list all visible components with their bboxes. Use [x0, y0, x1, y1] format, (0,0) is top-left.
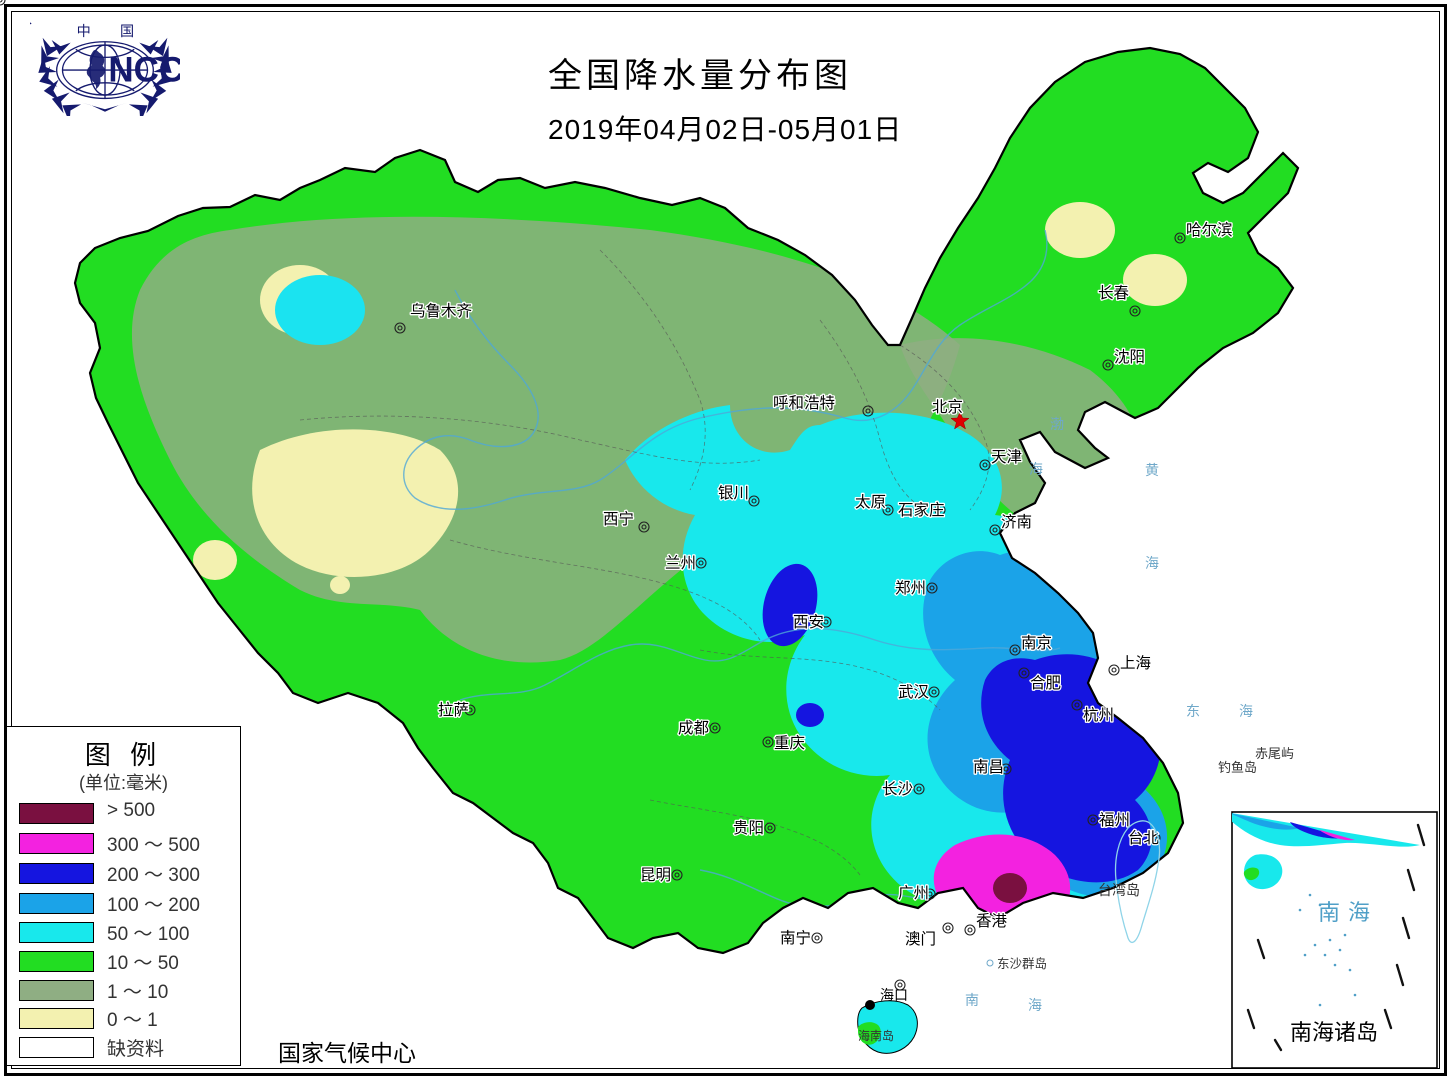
svg-text:郑州: 郑州: [895, 579, 926, 597]
svg-text:海南岛: 海南岛: [858, 1028, 894, 1043]
svg-text:天津: 天津: [991, 448, 1022, 466]
svg-text:赤尾屿: 赤尾屿: [1255, 746, 1294, 761]
svg-text:海口: 海口: [880, 987, 908, 1003]
svg-text:钓鱼岛: 钓鱼岛: [1218, 760, 1257, 775]
svg-text:合肥: 合肥: [1030, 674, 1061, 692]
svg-text:南海诸岛: 南海诸岛: [1290, 1020, 1378, 1045]
svg-text:西宁: 西宁: [603, 510, 634, 528]
svg-text:海: 海: [1029, 461, 1043, 477]
svg-text:台北: 台北: [1128, 829, 1160, 847]
svg-text:杭州: 杭州: [1083, 706, 1114, 724]
svg-text:石家庄: 石家庄: [898, 501, 945, 519]
svg-text:重庆: 重庆: [774, 734, 805, 752]
svg-text:呼和浩特: 呼和浩特: [773, 394, 835, 412]
svg-text:武汉: 武汉: [898, 683, 930, 701]
svg-text:昆明: 昆明: [640, 867, 671, 884]
svg-text:台湾岛: 台湾岛: [1098, 882, 1140, 898]
svg-text:香港: 香港: [976, 912, 1008, 930]
svg-text:兰州: 兰州: [665, 554, 696, 572]
svg-text:济南: 济南: [1001, 513, 1032, 531]
svg-text:西安: 西安: [793, 613, 824, 631]
svg-text:上海: 上海: [1120, 654, 1151, 672]
svg-text:北京: 北京: [932, 398, 963, 416]
svg-text:黄: 黄: [1145, 462, 1159, 478]
svg-text:广州: 广州: [898, 884, 929, 902]
svg-text:哈尔滨: 哈尔滨: [1186, 221, 1233, 239]
svg-text:渤: 渤: [1050, 416, 1064, 432]
svg-text:澳门: 澳门: [905, 930, 936, 948]
svg-text:乌鲁木齐: 乌鲁木齐: [410, 302, 472, 320]
svg-text:长春: 长春: [1098, 284, 1129, 302]
svg-text:南京: 南京: [1021, 634, 1052, 652]
svg-text:海: 海: [1239, 703, 1253, 719]
svg-text:东沙群岛: 东沙群岛: [997, 956, 1047, 971]
svg-text:南: 南: [965, 992, 979, 1008]
svg-text:银川: 银川: [718, 484, 749, 502]
svg-text:东: 东: [1186, 703, 1200, 719]
svg-text:南昌: 南昌: [973, 758, 1004, 776]
svg-text:长沙: 长沙: [882, 780, 913, 798]
svg-text:贵阳: 贵阳: [733, 819, 764, 837]
svg-text:海: 海: [1028, 997, 1042, 1013]
svg-text:太原: 太原: [855, 493, 886, 511]
svg-text:南海: 南海: [1318, 900, 1378, 925]
svg-text:拉萨: 拉萨: [438, 701, 469, 719]
svg-text:成都: 成都: [678, 719, 709, 737]
svg-text:沈阳: 沈阳: [1114, 348, 1145, 366]
svg-text:福州: 福州: [1099, 811, 1130, 829]
svg-text:南宁: 南宁: [780, 929, 811, 947]
svg-text:海: 海: [1145, 555, 1159, 571]
